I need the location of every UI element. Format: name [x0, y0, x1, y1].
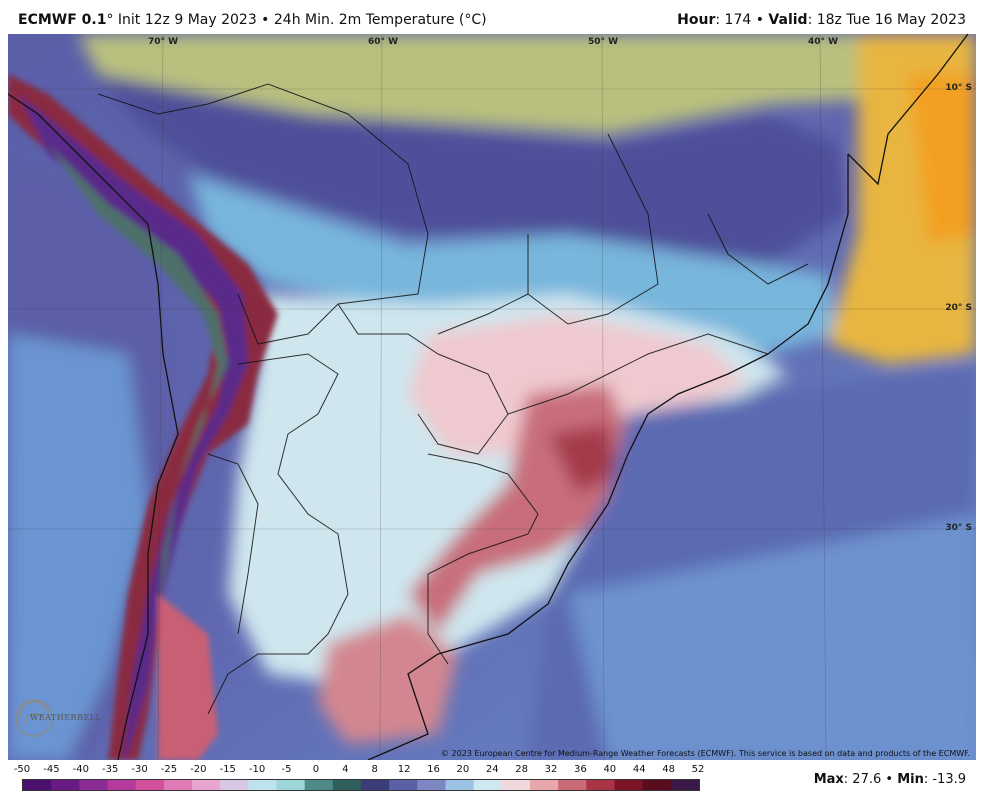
colorbar-tick-label: 36: [574, 764, 587, 775]
colorbar-tick-label: 32: [544, 764, 558, 775]
colorbar-swatch: [530, 780, 559, 790]
colorbar-swatch: [276, 780, 306, 790]
colorbar-swatch: [558, 780, 587, 790]
max-value: : 27.6 •: [843, 772, 898, 787]
colorbar-swatch: [473, 780, 503, 790]
colorbar-swatch: [107, 780, 137, 790]
colorbar-swatch: [614, 780, 644, 790]
logo-text: WEATHERBELL: [30, 713, 102, 722]
lat-label-30s: 30° S: [945, 523, 972, 533]
model-name: ECMWF 0.1: [18, 12, 107, 28]
colorbar-swatch: [51, 780, 80, 790]
colorbar-swatch: [501, 780, 531, 790]
colorbar-ticks: -50 -45 -40 -35 -30 -25 -20 -15 -10 -5 0 4 8 12 16 20 24…: [0, 764, 984, 778]
chart-title: ECMWF 0.1° Init 12z 9 May 2023 • 24h Min…: [18, 12, 487, 28]
colorbar-swatch: [361, 780, 390, 790]
colorbar-swatch: [135, 780, 165, 790]
lon-label-60w: 60° W: [368, 37, 399, 47]
weatherbell-logo: WEATHERBELL: [12, 696, 101, 740]
colorbar-swatch: [192, 780, 221, 790]
colorbar-swatch: [389, 780, 418, 790]
colorbar-tick-label: -30: [131, 764, 148, 775]
colorbar-tick-label: 0: [312, 764, 320, 775]
colorbar-tick-label: 20: [456, 764, 470, 775]
colorbar-swatch: [445, 780, 475, 790]
colorbar-tick-label: -50: [13, 764, 31, 775]
colorbar-tick-label: -10: [248, 764, 266, 775]
temperature-map[interactable]: 70° W 60° W 50° W 40° W 10° S 20° S 30° …: [8, 34, 976, 760]
max-min-readout: Max: 27.6 • Min: -13.9: [814, 772, 966, 787]
colorbar-tick-label: 12: [397, 764, 411, 775]
colorbar-tick-label: -20: [190, 764, 207, 775]
hour-value: : 174 •: [715, 12, 769, 28]
colorbar-tick-label: -40: [72, 764, 89, 775]
colorbar-tick-label: -25: [160, 764, 178, 775]
valid-value: : 18z Tue 16 May 2023: [807, 12, 966, 28]
min-label: Min: [897, 772, 924, 787]
colorbar-tick-label: 8: [371, 764, 378, 775]
colorbar-swatches: [23, 780, 699, 790]
valid-label: Valid: [768, 12, 808, 28]
hour-label: Hour: [677, 12, 716, 28]
colorbar-tick-label: 48: [662, 764, 675, 775]
colorbar-tick-label: 28: [515, 764, 529, 775]
lon-label-40w: 40° W: [808, 37, 839, 47]
header-bar: ECMWF 0.1° Init 12z 9 May 2023 • 24h Min…: [0, 0, 984, 34]
colorbar-tick-label: -15: [219, 764, 236, 775]
colorbar-swatch: [586, 780, 615, 790]
colorbar-swatch: [670, 780, 699, 790]
colorbar-tick-label: 44: [632, 764, 646, 775]
map-canvas: [8, 34, 976, 760]
colorbar-tick-label: 40: [603, 764, 617, 775]
valid-time: Hour: 174 • Valid: 18z Tue 16 May 2023: [677, 12, 966, 28]
colorbar-swatch: [23, 780, 52, 790]
lon-label-70w: 70° W: [148, 37, 179, 47]
colorbar-swatch: [642, 780, 672, 790]
min-value: : -13.9: [923, 772, 966, 787]
colorbar-tick-label: -45: [43, 764, 60, 775]
colorbar-swatch: [304, 780, 334, 790]
copyright-notice: © 2023 European Centre for Medium-Range …: [441, 749, 970, 758]
colorbar-swatch: [163, 780, 193, 790]
colorbar-tick-label: -35: [102, 764, 119, 775]
lat-label-20s: 20° S: [945, 303, 972, 313]
colorbar-tick-label: 16: [427, 764, 440, 775]
colorbar-swatch: [248, 780, 277, 790]
max-label: Max: [813, 772, 844, 787]
colorbar-tick-label: -5: [281, 764, 292, 775]
colorbar-tick-label: 52: [691, 764, 705, 775]
colorbar-swatch: [220, 780, 249, 790]
lat-label-10s: 10° S: [945, 83, 972, 93]
colorbar-swatch: [79, 780, 108, 790]
colorbar-tick-label: 4: [342, 764, 349, 775]
colorbar-swatch: [417, 780, 446, 790]
colorbar: [22, 779, 700, 791]
colorbar-tick-label: 24: [485, 764, 499, 775]
colorbar-swatch: [332, 780, 362, 790]
init-text: ° Init 12z 9 May 2023 • 24h Min. 2m Temp…: [106, 12, 487, 28]
lon-label-50w: 50° W: [588, 37, 619, 47]
